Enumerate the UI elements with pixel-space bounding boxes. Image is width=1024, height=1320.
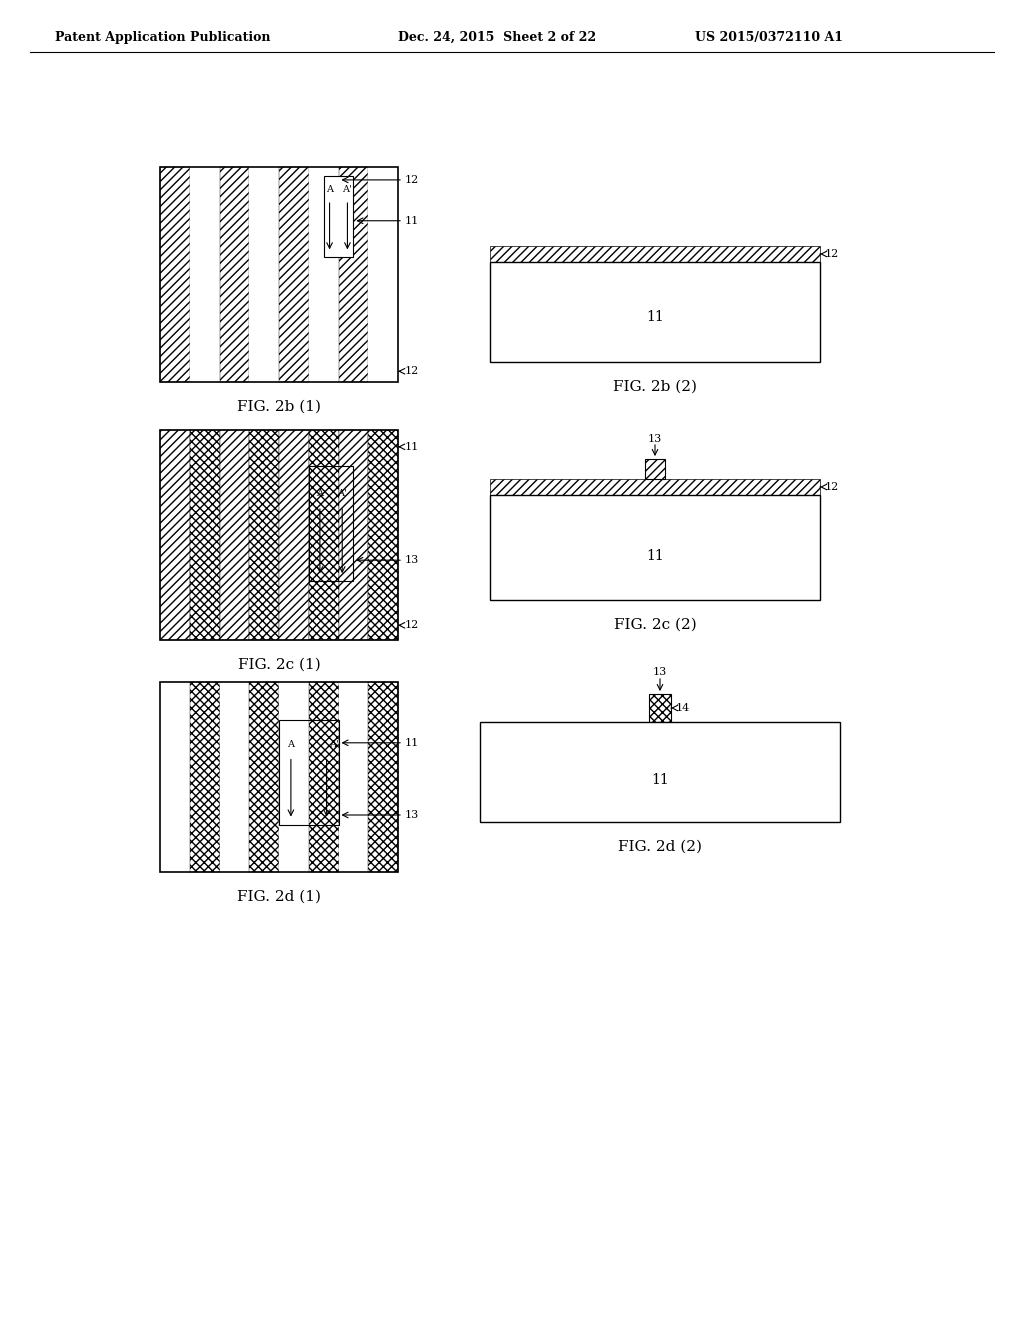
Bar: [309, 466, 353, 581]
Text: A': A': [329, 741, 338, 750]
Bar: [219, 168, 249, 381]
Bar: [189, 430, 219, 640]
Text: Dec. 24, 2015  Sheet 2 of 22: Dec. 24, 2015 Sheet 2 of 22: [398, 30, 596, 44]
Bar: [160, 430, 189, 640]
Bar: [369, 682, 398, 873]
Bar: [219, 430, 249, 640]
Text: 13: 13: [406, 810, 419, 820]
Bar: [189, 682, 219, 873]
Bar: [490, 261, 820, 362]
Bar: [480, 722, 840, 822]
Bar: [649, 694, 671, 722]
Text: US 2015/0372110 A1: US 2015/0372110 A1: [695, 30, 843, 44]
Text: 12: 12: [825, 482, 840, 492]
Text: FIG. 2b (2): FIG. 2b (2): [613, 380, 697, 393]
Text: FIG. 2d (1): FIG. 2d (1): [237, 890, 321, 904]
Bar: [324, 176, 353, 257]
Text: 13: 13: [406, 556, 419, 565]
Text: 12: 12: [406, 620, 419, 630]
Text: 11: 11: [406, 738, 419, 748]
Bar: [160, 682, 189, 873]
Text: FIG. 2c (2): FIG. 2c (2): [613, 618, 696, 632]
Text: 13: 13: [653, 667, 667, 677]
Text: 14: 14: [676, 704, 690, 713]
Text: A': A': [343, 185, 352, 194]
Bar: [249, 682, 279, 873]
Text: 13: 13: [648, 434, 663, 444]
Bar: [160, 168, 398, 381]
Text: A: A: [326, 185, 333, 194]
Bar: [339, 430, 369, 640]
Bar: [309, 430, 339, 640]
Text: 11: 11: [651, 774, 669, 787]
Bar: [309, 168, 339, 381]
Bar: [219, 682, 249, 873]
Bar: [369, 168, 398, 381]
Bar: [645, 459, 665, 479]
Text: 12: 12: [406, 366, 419, 376]
Bar: [279, 682, 309, 873]
Bar: [189, 168, 219, 381]
Bar: [490, 495, 820, 601]
Bar: [279, 719, 339, 825]
Bar: [279, 430, 309, 640]
Bar: [160, 430, 398, 640]
Bar: [369, 430, 398, 640]
Text: FIG. 2b (1): FIG. 2b (1): [237, 400, 321, 414]
Bar: [309, 682, 339, 873]
Text: 11: 11: [646, 549, 664, 562]
Text: FIG. 2d (2): FIG. 2d (2): [618, 840, 702, 854]
Bar: [279, 168, 309, 381]
Bar: [339, 682, 369, 873]
Text: 11: 11: [406, 215, 419, 226]
Bar: [160, 682, 398, 873]
Text: 11: 11: [406, 442, 419, 451]
Bar: [490, 246, 820, 261]
Text: 12: 12: [406, 176, 419, 185]
Text: 12: 12: [825, 249, 840, 259]
Bar: [339, 168, 369, 381]
Bar: [160, 168, 189, 381]
Text: Patent Application Publication: Patent Application Publication: [55, 30, 270, 44]
Bar: [490, 479, 820, 495]
Bar: [249, 430, 279, 640]
Text: 11: 11: [646, 310, 664, 323]
Text: A: A: [288, 741, 295, 750]
Bar: [249, 168, 279, 381]
Text: A': A': [337, 488, 347, 498]
Text: A: A: [316, 488, 324, 498]
Text: FIG. 2c (1): FIG. 2c (1): [238, 657, 321, 672]
